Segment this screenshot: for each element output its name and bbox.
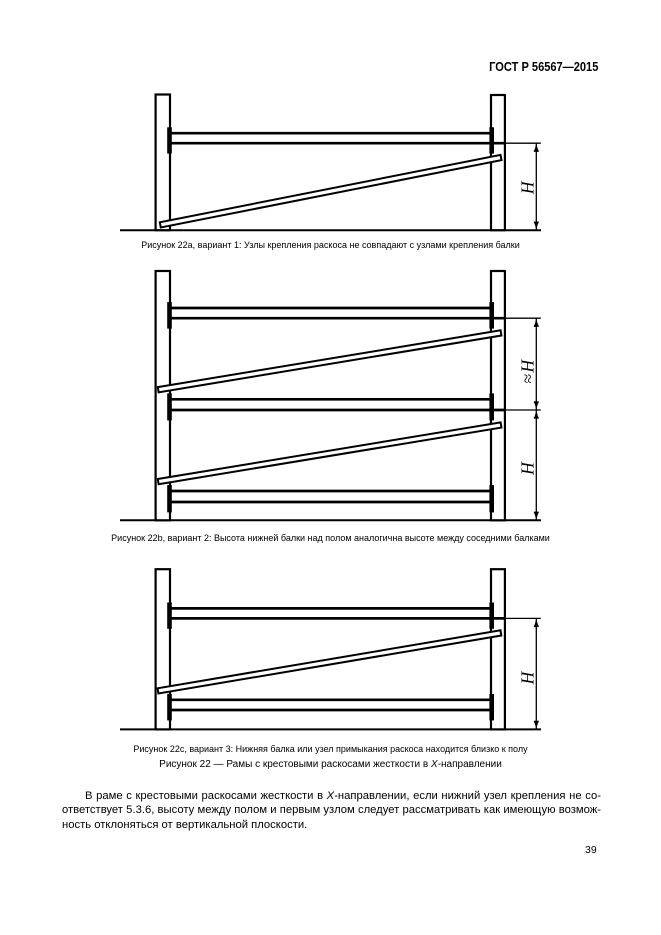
svg-text:H: H bbox=[518, 461, 538, 476]
svg-text:≈H: ≈H bbox=[518, 358, 538, 383]
svg-text:H: H bbox=[518, 180, 538, 195]
svg-text:H: H bbox=[518, 670, 538, 685]
